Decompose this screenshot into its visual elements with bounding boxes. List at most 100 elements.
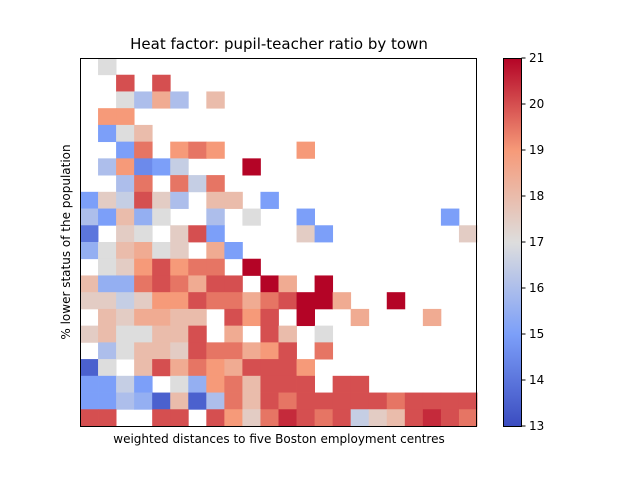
heatmap-cell <box>134 359 153 377</box>
heatmap-cell <box>98 392 117 410</box>
heatmap-cell <box>134 308 153 327</box>
colorbar-tick-label: 18 <box>529 189 544 203</box>
heatmap-cell <box>296 292 315 310</box>
heatmap-cell <box>170 292 189 310</box>
heatmap-cell <box>134 342 153 360</box>
heatmap-cell <box>368 392 388 410</box>
heatmap-cell <box>80 392 99 410</box>
heatmap-cell <box>98 158 117 176</box>
heatmap-cell <box>170 141 189 159</box>
colorbar-tick-label: 20 <box>529 97 544 111</box>
heatmap-cell <box>80 242 99 260</box>
heatmap-cell <box>386 292 406 310</box>
heatmap-cell <box>296 409 315 427</box>
heatmap-cell <box>116 208 135 226</box>
colorbar-tick-label: 16 <box>529 281 544 295</box>
heatmap-cells <box>80 58 478 427</box>
heatmap-cell <box>80 292 99 310</box>
heatmap-cell <box>80 325 99 343</box>
heatmap-cell <box>260 325 279 343</box>
heatmap-cell <box>422 308 442 327</box>
colorbar-tick-label: 17 <box>529 235 544 249</box>
heatmap-cell <box>386 392 406 410</box>
heatmap-cell <box>224 191 243 209</box>
heatmap-cell <box>188 141 207 159</box>
heatmap-cell <box>224 292 243 310</box>
heatmap-cell <box>116 292 135 310</box>
heatmap-cell <box>134 191 153 209</box>
heatmap-cell <box>188 375 207 393</box>
heatmap-cell <box>404 409 424 427</box>
heatmap-cell <box>116 342 135 360</box>
heatmap-cell <box>170 91 189 109</box>
heatmap-cell <box>314 325 334 343</box>
heatmap-cell <box>278 275 297 293</box>
heatmap-cell <box>260 191 279 209</box>
heatmap-cell <box>170 225 189 243</box>
heatmap-cell <box>152 74 171 92</box>
heatmap-cell <box>116 275 135 293</box>
chart-title: Heat factor: pupil-teacher ratio by town <box>130 35 428 53</box>
heatmap-cell <box>98 108 117 126</box>
heatmap-cell <box>134 325 153 343</box>
heatmap-cell <box>458 409 478 427</box>
heatmap-cell <box>260 275 279 293</box>
heatmap-cell <box>188 359 207 377</box>
heatmap-cell <box>152 292 171 310</box>
heatmap-cell <box>278 359 297 377</box>
heatmap-cell <box>314 275 334 293</box>
heatmap-cell <box>188 325 207 343</box>
colorbar-tick-label: 15 <box>529 327 544 341</box>
heatmap-cell <box>152 91 171 109</box>
heatmap-cell <box>260 375 279 393</box>
heatmap-cell <box>134 91 153 109</box>
heatmap-cell <box>98 292 117 310</box>
heatmap-cell <box>206 208 225 226</box>
heatmap-cell <box>116 108 135 126</box>
heatmap-cell <box>350 308 370 327</box>
heatmap-cell <box>152 242 171 260</box>
heatmap-cell <box>296 375 315 393</box>
heatmap-cell <box>116 225 135 243</box>
heatmap-cell <box>404 392 424 410</box>
heatmap-cell <box>98 359 117 377</box>
heatmap-cell <box>206 392 225 410</box>
heatmap-cell <box>458 392 478 410</box>
heatmap-cell <box>224 409 243 427</box>
heatmap-cell <box>152 158 171 176</box>
heatmap-cell <box>116 158 135 176</box>
heatmap-cell <box>116 74 135 92</box>
heatmap-cell <box>80 225 99 243</box>
heatmap-cell <box>296 208 315 226</box>
heatmap-cell <box>170 175 189 193</box>
heatmap-cell <box>80 191 99 209</box>
heatmap-cell <box>332 409 352 427</box>
heatmap-cell <box>332 292 352 310</box>
heatmap-cell <box>242 292 261 310</box>
heatmap-cell <box>314 409 334 427</box>
heatmap-cell <box>134 392 153 410</box>
heatmap-cell <box>314 292 334 310</box>
heatmap-cell <box>134 375 153 393</box>
heatmap-cell <box>152 208 171 226</box>
heatmap-cell <box>170 242 189 260</box>
heatmap-cell <box>278 392 297 410</box>
heatmap-cell <box>116 308 135 327</box>
heatmap-cell <box>152 191 171 209</box>
heatmap-cell <box>314 392 334 410</box>
heatmap-cell <box>440 392 460 410</box>
heatmap-cell <box>224 392 243 410</box>
heatmap-cell <box>206 409 225 427</box>
heatmap-cell <box>170 258 189 276</box>
heatmap-cell <box>242 359 261 377</box>
heatmap-cell <box>134 242 153 260</box>
heatmap-cell <box>368 409 388 427</box>
heatmap-cell <box>350 392 370 410</box>
heatmap-cell <box>170 191 189 209</box>
heatmap-cell <box>116 141 135 159</box>
colorbar-tick-label: 19 <box>529 143 544 157</box>
heatmap-cell <box>134 225 153 243</box>
heatmap-cell <box>458 225 478 243</box>
heatmap-cell <box>98 308 117 327</box>
heatmap-cell <box>134 175 153 193</box>
